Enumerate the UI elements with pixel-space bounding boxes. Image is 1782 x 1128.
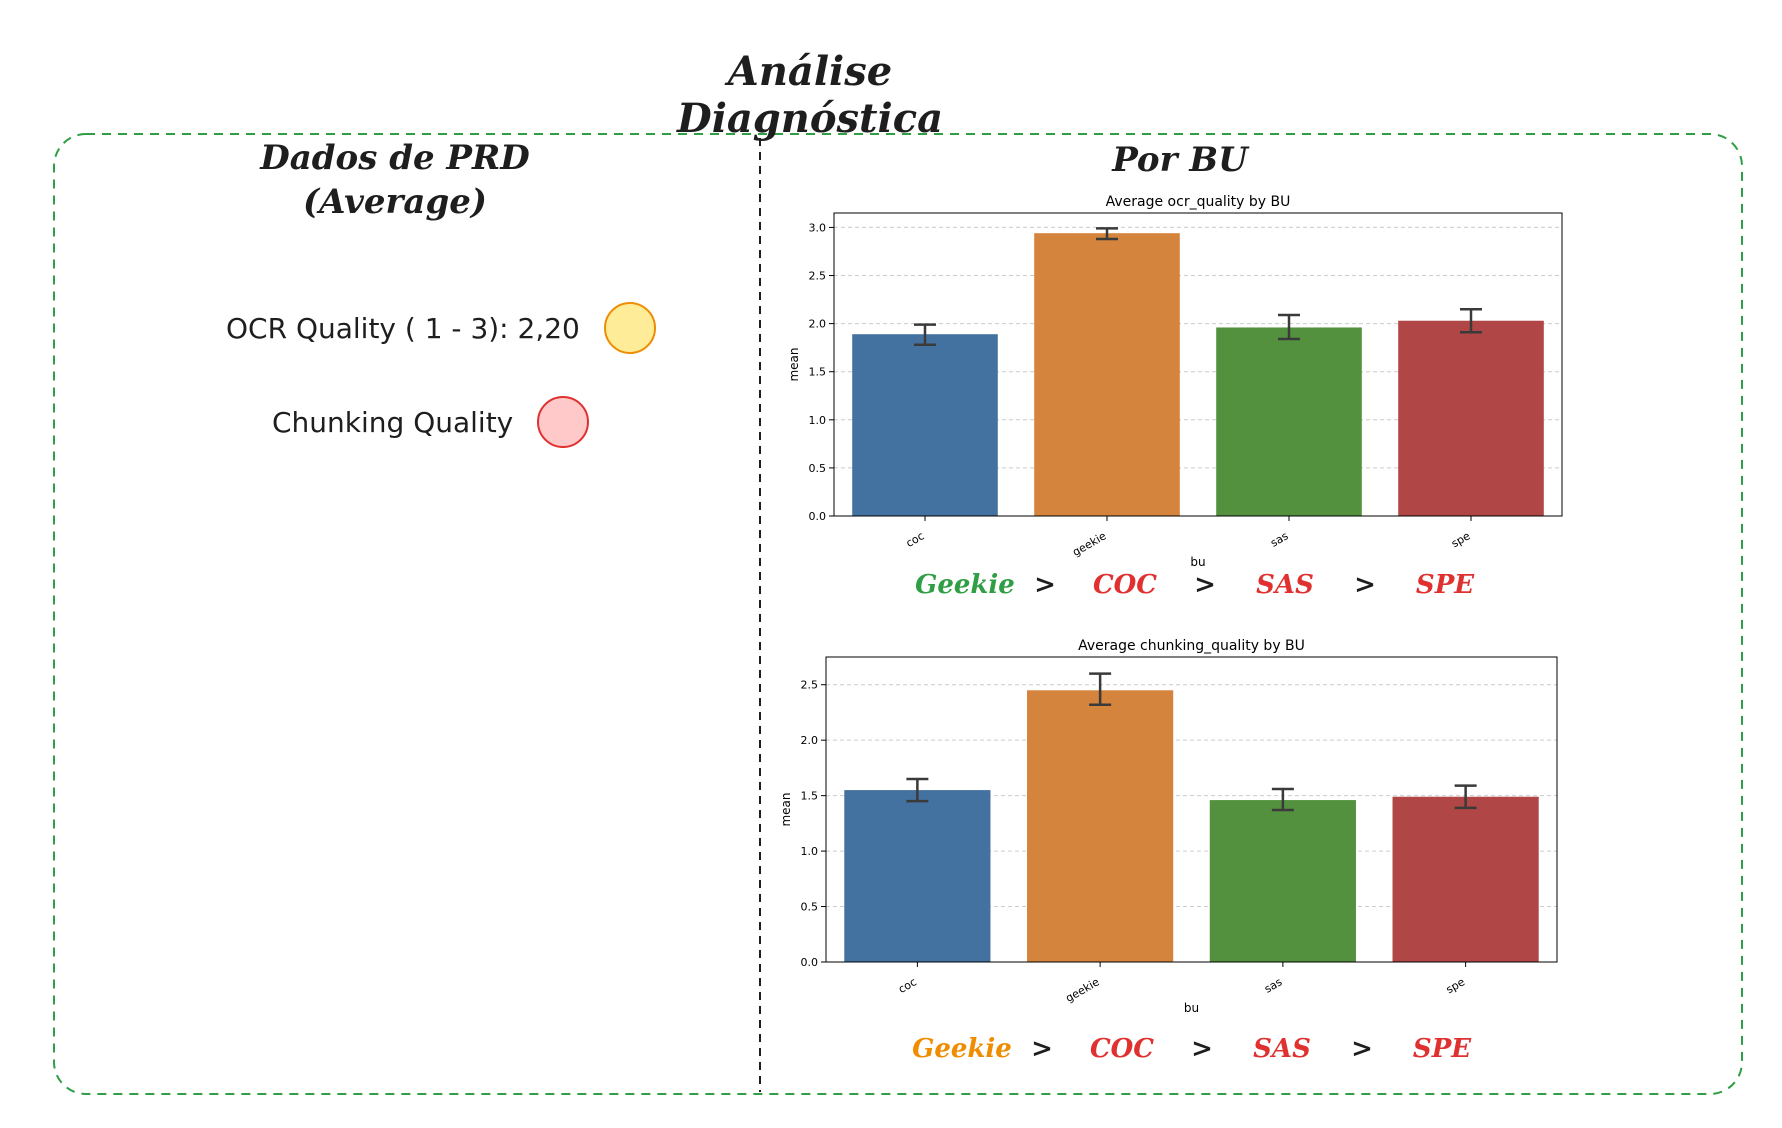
y-tick-label: 3.0 [809, 221, 827, 234]
bar-coc [852, 334, 998, 516]
ocr-ranking: Geekie > COC > SAS > SPE [905, 570, 1505, 600]
chart-title: Average chunking_quality by BU [1078, 638, 1305, 654]
ranking-separator: > [1034, 570, 1056, 600]
bar-geekie [1034, 233, 1180, 516]
ranking-item-spe: SPE [1412, 1034, 1472, 1064]
y-tick-label: 2.5 [809, 270, 827, 283]
left-heading-line2: (Average) [303, 182, 487, 222]
bar-coc [844, 790, 991, 962]
y-tick-label: 1.0 [809, 414, 827, 427]
metric-ocr-quality: OCR Quality ( 1 - 3): 2,20 [226, 302, 656, 354]
ranking-separator: > [1194, 570, 1216, 600]
y-tick-label: 0.0 [801, 956, 819, 969]
x-tick-label-spe: spe [1444, 975, 1468, 996]
bar-geekie [1027, 690, 1174, 962]
y-tick-label: 0.5 [809, 462, 827, 475]
metric-ocr-label: OCR Quality ( 1 - 3): 2,20 [226, 311, 580, 345]
ranking-item-coc: COC [1092, 570, 1158, 600]
left-panel-heading: Dados de PRD (Average) [200, 136, 590, 224]
ranking-separator: > [1031, 1034, 1053, 1064]
ranking-separator: > [1191, 1034, 1213, 1064]
plot-area-border [833, 212, 1563, 517]
chunking-ranking: Geekie > COC > SAS > SPE [902, 1034, 1502, 1064]
y-tick-label: 2.5 [801, 679, 819, 692]
plot-area-border [825, 656, 1558, 963]
x-tick-label-geekie: geekie [1063, 975, 1101, 1005]
bar-sas [1216, 327, 1362, 516]
outer-dashed-frame [53, 133, 1743, 1095]
x-axis-label: bu [1184, 1001, 1199, 1015]
x-tick-label-coc: coc [896, 975, 919, 996]
left-heading-line1: Dados de PRD [260, 138, 530, 178]
chart-title: Average ocr_quality by BU [1106, 194, 1291, 210]
y-tick-label: 2.0 [809, 318, 827, 331]
ranking-item-coc: COC [1089, 1034, 1155, 1064]
chunking-status-dot [537, 396, 590, 448]
metric-chunking-quality: Chunking Quality [272, 396, 590, 448]
y-tick-label: 2.0 [801, 734, 819, 747]
y-axis-label: mean [779, 792, 793, 826]
bar-sas [1209, 800, 1356, 962]
bar-spe [1392, 796, 1539, 962]
y-tick-label: 0.5 [801, 901, 819, 914]
ranking-item-geekie: Geekie [915, 570, 1015, 600]
y-tick-label: 1.5 [809, 366, 827, 379]
y-tick-label: 1.0 [801, 845, 819, 858]
ranking-item-geekie: Geekie [912, 1034, 1012, 1064]
ranking-item-spe: SPE [1415, 570, 1475, 600]
y-tick-label: 1.5 [801, 790, 819, 803]
metric-chunking-label: Chunking Quality [272, 405, 514, 439]
y-axis-label: mean [787, 347, 801, 381]
page-title: Análise Diagnóstica [677, 48, 943, 142]
x-axis-label: bu [1190, 555, 1205, 569]
ranking-item-sas: SAS [1253, 1034, 1311, 1064]
x-tick-label-sas: sas [1262, 975, 1284, 995]
bar-spe [1398, 320, 1544, 516]
right-panel-heading: Por BU [1112, 140, 1248, 180]
ranking-item-sas: SAS [1256, 570, 1314, 600]
y-tick-label: 0.0 [809, 510, 827, 523]
ocr-status-dot [603, 302, 656, 354]
ranking-separator: > [1351, 1034, 1373, 1064]
ranking-separator: > [1354, 570, 1376, 600]
